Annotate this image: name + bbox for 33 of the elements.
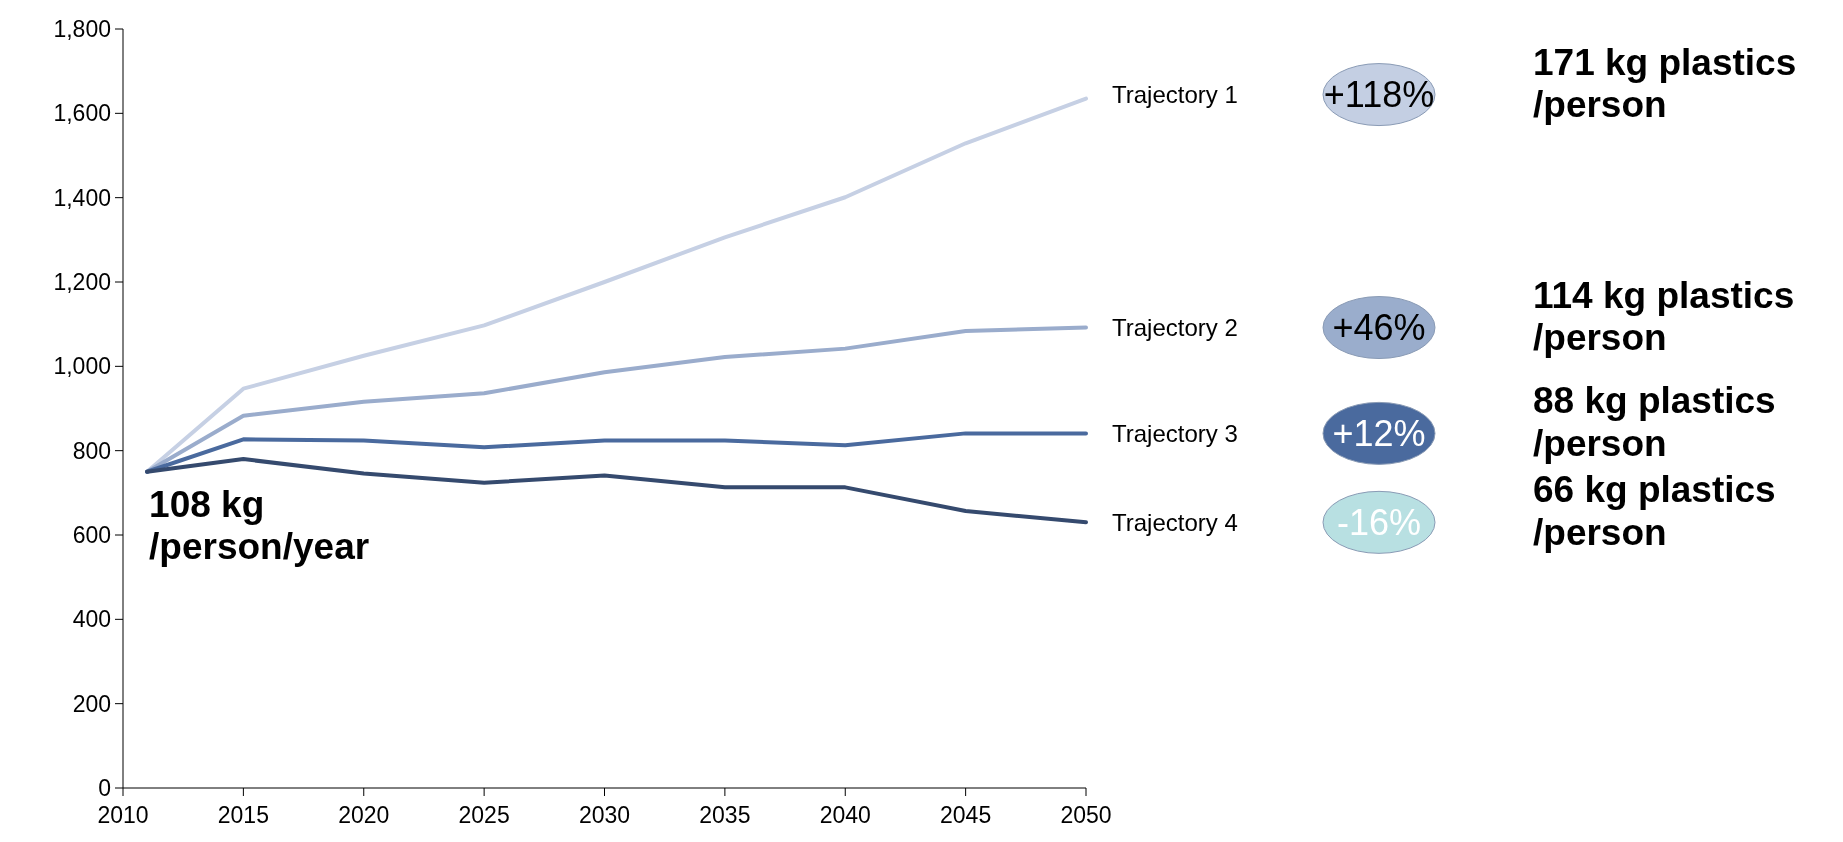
series-label: Trajectory 1 xyxy=(1112,80,1238,108)
x-tick-label: 2035 xyxy=(699,802,751,828)
y-tick-label: 1,400 xyxy=(53,184,111,211)
text: 114 kg plastics /person xyxy=(1533,274,1795,359)
x-tick-label: 2025 xyxy=(458,802,510,828)
x-tick-label: 2030 xyxy=(578,802,631,828)
y-tick-label: 1,000 xyxy=(53,353,111,380)
text: -16% xyxy=(1336,501,1422,543)
x-tick-label: 2015 xyxy=(217,802,269,828)
text: +118% xyxy=(1323,74,1435,116)
x-tick-label: 2010 xyxy=(97,802,149,828)
text: +12% xyxy=(1332,412,1426,454)
text: 88 kg plastics /person xyxy=(1533,380,1776,464)
y-tick-label: 400 xyxy=(72,606,111,633)
annotation: 108 kg /person/year xyxy=(149,483,370,568)
line-series xyxy=(145,457,1088,525)
x-tick-label: 2040 xyxy=(819,802,871,828)
x-tick-label: 2050 xyxy=(1060,802,1112,828)
text: 66 kg plastics /person xyxy=(1533,469,1776,553)
series-label: Trajectory 3 xyxy=(1112,419,1238,447)
y-tick-label: 1,200 xyxy=(53,269,111,296)
y-tick-label: 1,600 xyxy=(53,100,111,127)
x-tick-label: 2045 xyxy=(940,802,992,828)
y-tick-label: 600 xyxy=(72,522,111,549)
x-tick-label: 2020 xyxy=(338,802,390,828)
y-tick-label: 0 xyxy=(98,775,111,802)
y-tick-label: 200 xyxy=(72,690,111,717)
series-label: Trajectory 4 xyxy=(1112,508,1238,536)
series-label: Trajectory 2 xyxy=(1112,313,1238,341)
y-tick-label: 800 xyxy=(72,437,111,464)
text: +46% xyxy=(1332,307,1426,349)
text: 171 kg plastics /person xyxy=(1533,41,1797,126)
y-tick-label: 1,800 xyxy=(53,16,111,43)
